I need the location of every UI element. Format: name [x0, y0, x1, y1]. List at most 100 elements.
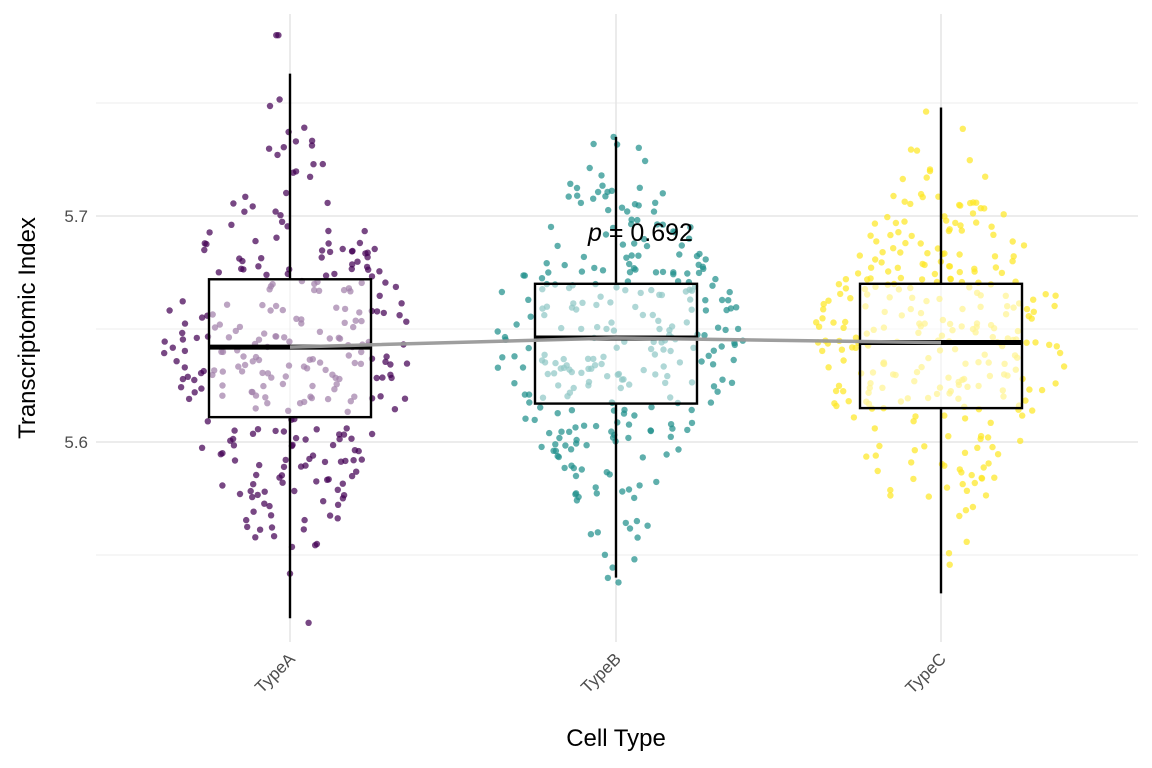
data-point [945, 550, 953, 557]
data-point [219, 450, 226, 457]
data-point [698, 358, 705, 365]
data-point [838, 346, 846, 353]
data-point [334, 515, 341, 522]
data-point [1053, 343, 1061, 350]
data-point [1009, 238, 1016, 245]
p-value-text: = 0.692 [602, 219, 693, 247]
data-point [336, 431, 343, 438]
data-point [356, 239, 364, 247]
data-point [710, 383, 718, 390]
data-point [626, 269, 634, 276]
data-point [353, 468, 360, 475]
data-point [591, 264, 598, 272]
data-point [391, 406, 399, 413]
data-point [688, 419, 696, 427]
data-point [383, 353, 390, 360]
data-point [918, 276, 926, 283]
data-point [574, 192, 581, 199]
data-point [590, 140, 597, 148]
data-point [229, 435, 237, 443]
data-point [292, 434, 300, 442]
data-point [941, 213, 948, 220]
data-point [879, 249, 886, 256]
data-point [198, 314, 206, 321]
data-point [308, 137, 316, 144]
data-point [922, 108, 930, 115]
data-point [309, 452, 317, 459]
data-point [558, 428, 565, 435]
data-point [830, 319, 837, 326]
data-point [946, 561, 953, 568]
x-tick-label: TypeB [577, 649, 625, 697]
data-point [650, 208, 658, 215]
data-point [815, 323, 823, 330]
data-point [867, 275, 874, 282]
data-point [641, 157, 649, 165]
data-point [602, 231, 610, 238]
data-point [687, 224, 694, 231]
data-point [169, 344, 176, 351]
x-tick-label: TypeA [251, 649, 299, 697]
data-point [1026, 386, 1033, 393]
data-point [702, 256, 709, 263]
data-point [887, 486, 894, 494]
data-point [305, 619, 312, 626]
data-point [173, 358, 180, 365]
data-point [725, 297, 732, 304]
data-point [856, 252, 863, 259]
data-point [890, 192, 897, 200]
data-point [586, 164, 593, 172]
data-point [206, 229, 213, 236]
data-point [845, 398, 852, 405]
data-point [654, 221, 661, 228]
data-point [191, 376, 198, 384]
data-point [678, 242, 685, 249]
data-point [974, 444, 981, 451]
data-point [573, 436, 580, 444]
data-point [403, 318, 410, 325]
data-point [701, 332, 708, 339]
data-point [325, 476, 332, 483]
data-point [339, 245, 346, 253]
data-point [925, 493, 932, 500]
data-point [494, 328, 501, 335]
data-point [733, 304, 740, 311]
data-point [554, 242, 561, 250]
data-point [310, 161, 317, 168]
data-point [840, 324, 847, 331]
data-point [842, 276, 850, 283]
data-point [908, 232, 915, 240]
data-point [982, 492, 990, 499]
data-point [590, 195, 597, 202]
data-point [179, 298, 186, 305]
data-point [1023, 305, 1031, 313]
data-point [1056, 349, 1064, 357]
data-point [525, 391, 533, 398]
data-point [522, 415, 529, 422]
data-point [313, 426, 320, 433]
data-point [609, 224, 617, 232]
data-point [956, 251, 963, 258]
data-point [185, 395, 193, 403]
data-point [635, 202, 642, 209]
data-point [710, 347, 717, 354]
data-point [325, 227, 332, 235]
data-point [956, 268, 963, 276]
data-point [326, 248, 334, 256]
data-point [511, 353, 518, 360]
data-point [578, 268, 586, 275]
data-point [572, 424, 579, 431]
data-point [921, 261, 928, 269]
data-point [349, 247, 356, 255]
data-point [567, 180, 574, 187]
data-point [276, 96, 283, 103]
data-point [198, 444, 206, 451]
data-point [719, 376, 726, 383]
data-point [867, 264, 875, 271]
data-point [901, 218, 908, 225]
data-point [320, 498, 327, 505]
data-point [628, 252, 635, 259]
data-point [963, 487, 971, 494]
data-point [340, 431, 348, 438]
data-point [910, 475, 917, 483]
